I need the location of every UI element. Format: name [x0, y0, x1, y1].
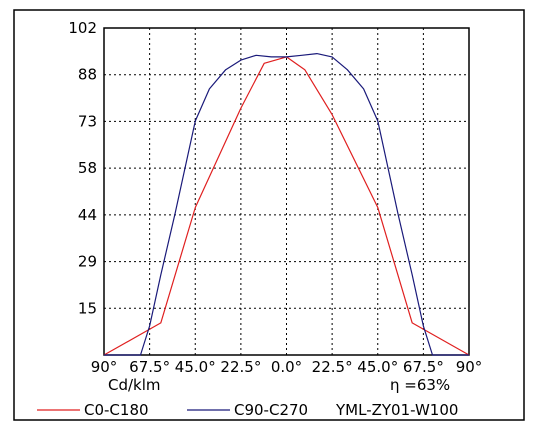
x-tick-label: 22.5° [312, 358, 353, 376]
x-tick-label: 45.0° [357, 358, 398, 376]
efficiency-label: η =63% [390, 376, 450, 394]
y-axis-ticks: 102 88 73 58 44 29 15 [68, 19, 97, 317]
unit-label: Cd/klm [108, 376, 161, 394]
y-tick-label: 44 [78, 206, 97, 224]
x-axis-ticks: 90° 67.5° 45.0° 22.5° 0.0° 22.5° 45.0° 67.5° 90° [91, 358, 483, 376]
x-tick-label: 67.5° [403, 358, 444, 376]
y-tick-label: 102 [68, 19, 97, 37]
legend-label-c90: C90-C270 [234, 401, 308, 419]
series-line-1 [104, 52, 469, 356]
model-label: YML-ZY01-W100 [335, 401, 458, 419]
series-lines [103, 52, 470, 356]
x-tick-label: 90° [456, 358, 483, 376]
x-tick-label: 90° [91, 358, 118, 376]
y-tick-label: 73 [78, 112, 97, 130]
x-tick-label: 22.5° [220, 358, 261, 376]
x-tick-label: 0.0° [271, 358, 302, 376]
legend-label-c0: C0-C180 [84, 401, 149, 419]
x-tick-label: 45.0° [175, 358, 216, 376]
legend: C0-C180 C90-C270 YML-ZY01-W100 [37, 401, 458, 419]
y-tick-label: 58 [78, 159, 97, 177]
plot-border [103, 27, 470, 356]
y-tick-label: 29 [78, 253, 97, 271]
y-tick-label: 88 [78, 66, 97, 84]
y-tick-label: 15 [78, 299, 97, 317]
x-tick-label: 67.5° [129, 358, 170, 376]
